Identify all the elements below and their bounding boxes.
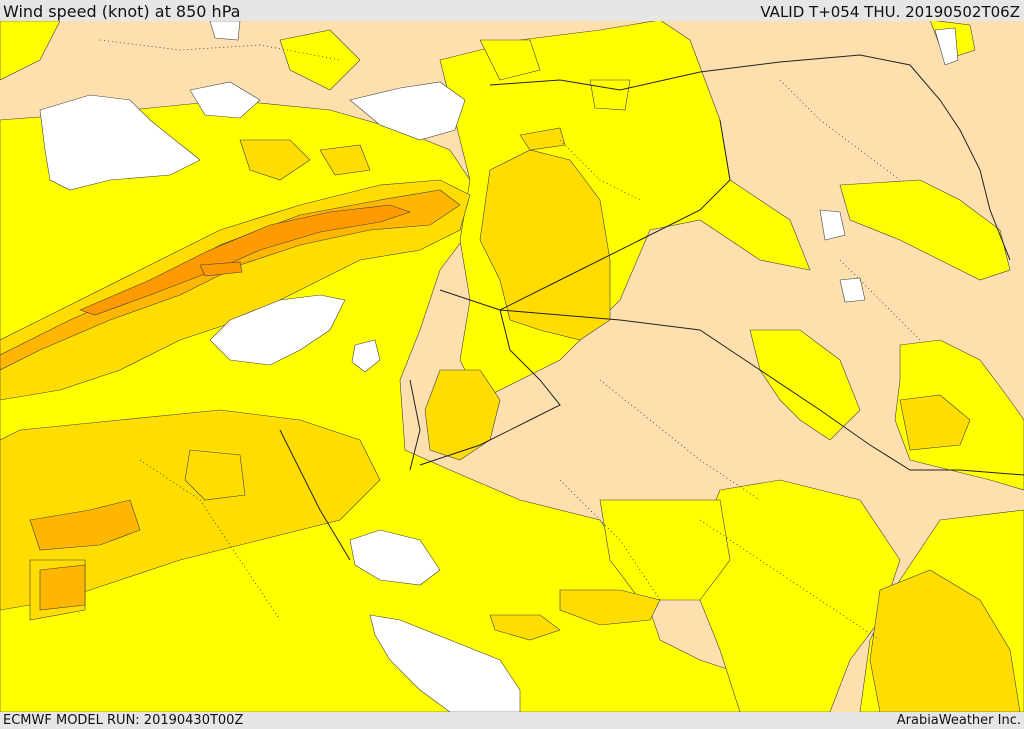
credit-label: ArabiaWeather Inc.	[896, 713, 1021, 728]
calm-zone	[39, 21, 959, 712]
footer-bar	[0, 712, 1024, 729]
header-bar	[0, 0, 1024, 21]
gold-wind-zone	[0, 127, 1021, 712]
map-title: Wind speed (knot) at 850 hPa	[3, 2, 241, 21]
orange-wind-zone	[79, 204, 411, 316]
wind-speed-map[interactable]	[0, 21, 1024, 712]
country-borders	[279, 54, 1024, 561]
model-run-label: ECMWF MODEL RUN: 20190430T00Z	[3, 713, 244, 728]
amber-wind-zone	[0, 189, 461, 611]
valid-time-label: VALID T+054 THU. 20190502T06Z	[760, 3, 1020, 21]
province-boundaries	[99, 39, 921, 641]
